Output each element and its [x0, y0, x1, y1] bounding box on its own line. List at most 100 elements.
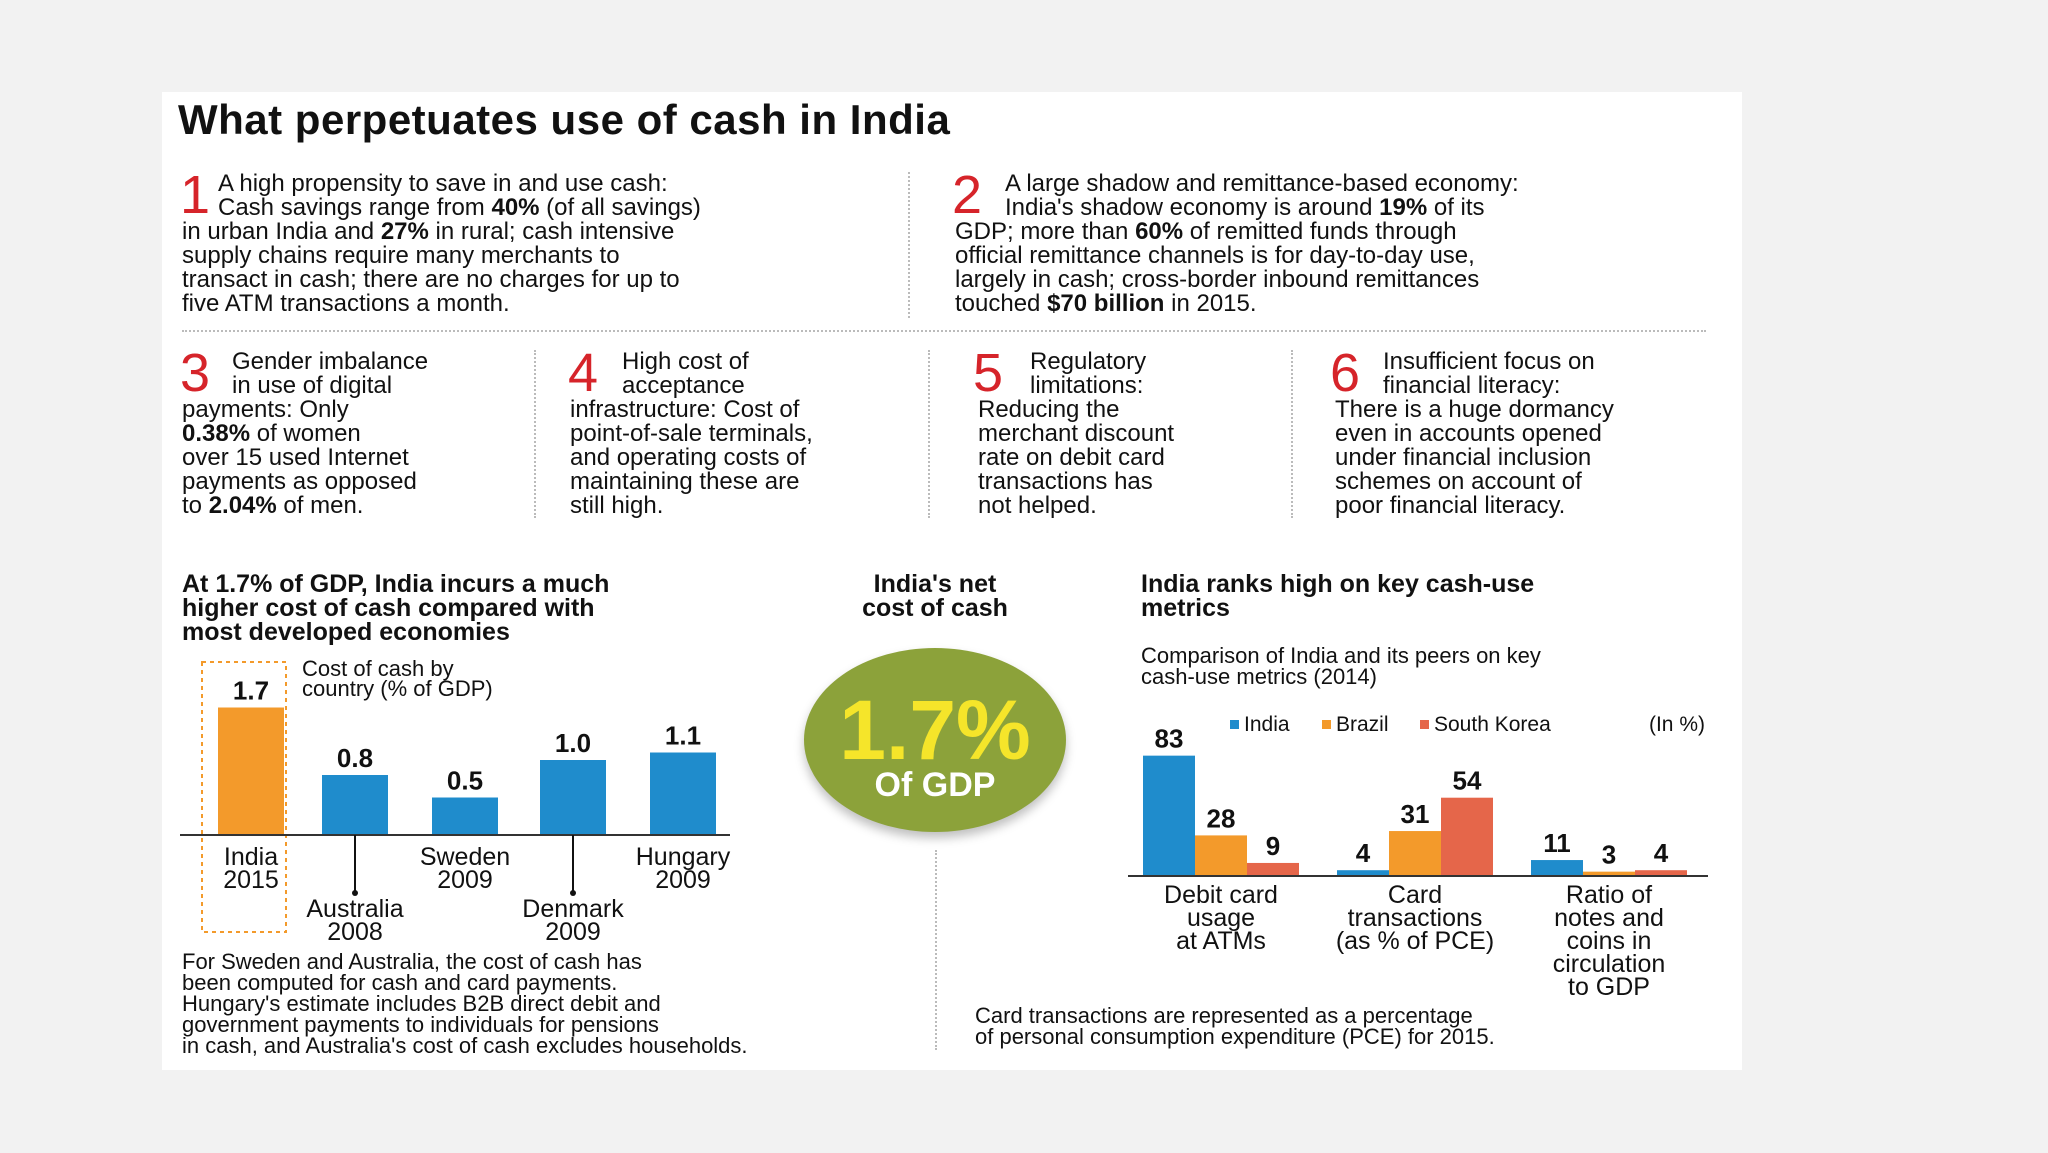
net-cost-unit: Of GDP: [874, 766, 996, 804]
divider: [935, 850, 937, 1050]
chart-title: Cost of cash by: [302, 656, 454, 681]
divider: [908, 172, 910, 318]
point-line: largely in cash; cross-border inbound re…: [955, 266, 1480, 293]
point-text: A high propensity to save in and use cas…: [182, 172, 701, 316]
point-text: High cost of acceptance infrastructure: Co…: [570, 350, 813, 518]
category-label: 2009: [437, 866, 493, 894]
unit-note: (In %): [1649, 713, 1705, 736]
legend-label: India: [1244, 713, 1290, 736]
bar: [540, 760, 606, 835]
category-label: 2009: [545, 918, 601, 946]
point-line: in use of digital: [232, 372, 393, 399]
point-line: A high propensity to save in and use cas…: [218, 170, 668, 197]
bar: [432, 797, 498, 835]
point-line: supply chains require many merchants to: [182, 242, 620, 269]
data-label: 0.5: [447, 766, 483, 796]
point-line: Cash savings range from 40% (of all savi…: [218, 194, 701, 221]
data-label: 9: [1266, 831, 1280, 861]
chart-title: country (% of GDP): [302, 676, 493, 701]
point-line: touched $70 billion in 2015.: [955, 290, 1257, 317]
point-line: payments as opposed: [182, 468, 417, 495]
point-number: 2: [952, 165, 983, 225]
point-line: to 2.04% of men.: [182, 492, 364, 519]
middle-heading: India's net cost of cash: [862, 570, 1008, 622]
point-text: Insufficient focus on financial literacy:…: [1335, 350, 1614, 518]
highlight-box: [201, 661, 287, 933]
category-label: notes and: [1554, 904, 1664, 932]
point-line: and operating costs of: [570, 444, 807, 471]
legend-swatch: [1420, 720, 1429, 729]
category-label: Debit card: [1164, 881, 1278, 909]
category-label: Denmark: [522, 895, 624, 923]
divider: [182, 330, 1706, 332]
leader-dot: [570, 890, 576, 896]
point-line: Regulatory: [1030, 348, 1147, 375]
point-line: Insufficient focus on: [1383, 348, 1595, 375]
point-line: India's shadow economy is around 19% of …: [1005, 194, 1485, 221]
category-label: circulation: [1553, 950, 1666, 978]
data-label: 4: [1356, 838, 1371, 868]
point-line: financial literacy:: [1383, 372, 1561, 399]
category-label: 2008: [327, 918, 383, 946]
bar: [1441, 797, 1493, 876]
point-line: acceptance: [622, 372, 745, 399]
data-label: 1.7: [233, 676, 269, 706]
category-label: usage: [1187, 904, 1255, 932]
bar: [1583, 871, 1635, 876]
data-label: 54: [1453, 766, 1482, 796]
point-line: point-of-sale terminals,: [570, 420, 813, 447]
legend-label: South Korea: [1434, 713, 1551, 736]
bar: [218, 707, 284, 835]
data-label: 3: [1602, 840, 1616, 870]
bar: [1531, 860, 1583, 876]
data-label: 1.0: [555, 728, 591, 758]
left-note: For Sweden and Australia, the cost of ca…: [182, 949, 748, 1058]
net-cost-value: 1.7%: [839, 683, 1031, 777]
point-line: Reducing the: [978, 396, 1120, 423]
point-number: 4: [568, 343, 599, 403]
point-text: Regulatory limitations: Reducing the mercha…: [978, 350, 1174, 518]
category-label: transactions: [1348, 904, 1483, 932]
bar: [1337, 870, 1389, 876]
point-line: merchant discount: [978, 420, 1175, 447]
data-label: 11: [1543, 828, 1571, 858]
right-note: Card transactions are represented as a p…: [975, 1003, 1495, 1049]
right-subtitle: Comparison of India and its peers on key…: [1141, 643, 1541, 689]
point-number: 3: [180, 343, 211, 403]
point-line: over 15 used Internet: [182, 444, 409, 471]
divider: [928, 350, 930, 518]
point-line: infrastructure: Cost of: [570, 396, 800, 423]
bar: [1143, 755, 1195, 876]
category-label: to GDP: [1568, 973, 1650, 1001]
bar: [1247, 862, 1299, 876]
category-label: coins in: [1567, 927, 1652, 955]
point-line: rate on debit card: [978, 444, 1165, 471]
bar: [322, 775, 388, 835]
right-heading: India ranks high on key cash-use metrics: [1141, 570, 1535, 622]
point-line: five ATM transactions a month.: [182, 290, 510, 317]
bar: [1195, 835, 1247, 876]
category-label: India: [224, 843, 278, 871]
data-label: 1.1: [665, 721, 701, 751]
point-line: even in accounts opened: [1335, 420, 1602, 447]
data-label: 31: [1401, 799, 1430, 829]
category-label: 2015: [223, 866, 279, 894]
category-label: Australia: [306, 895, 403, 923]
point-line: schemes on account of: [1335, 468, 1582, 495]
bar: [1389, 831, 1441, 876]
net-cost-badge: 1.7% Of GDP: [804, 648, 1066, 832]
category-label: Ratio of: [1566, 881, 1652, 909]
point-line: A large shadow and remittance-based econ…: [1005, 170, 1519, 197]
data-label: 83: [1155, 724, 1184, 754]
point-line: 0.38% of women: [182, 420, 361, 447]
legend-swatch: [1230, 720, 1239, 729]
point-line: payments: Only: [182, 396, 349, 423]
divider: [1291, 350, 1293, 518]
point-line: under financial inclusion: [1335, 444, 1592, 471]
point-line: transact in cash; there are no charges f…: [182, 266, 680, 293]
legend-label: Brazil: [1336, 713, 1389, 736]
left-heading: At 1.7% of GDP, India incurs a much high…: [182, 570, 610, 646]
point-line: High cost of: [622, 348, 749, 375]
divider: [534, 350, 536, 518]
